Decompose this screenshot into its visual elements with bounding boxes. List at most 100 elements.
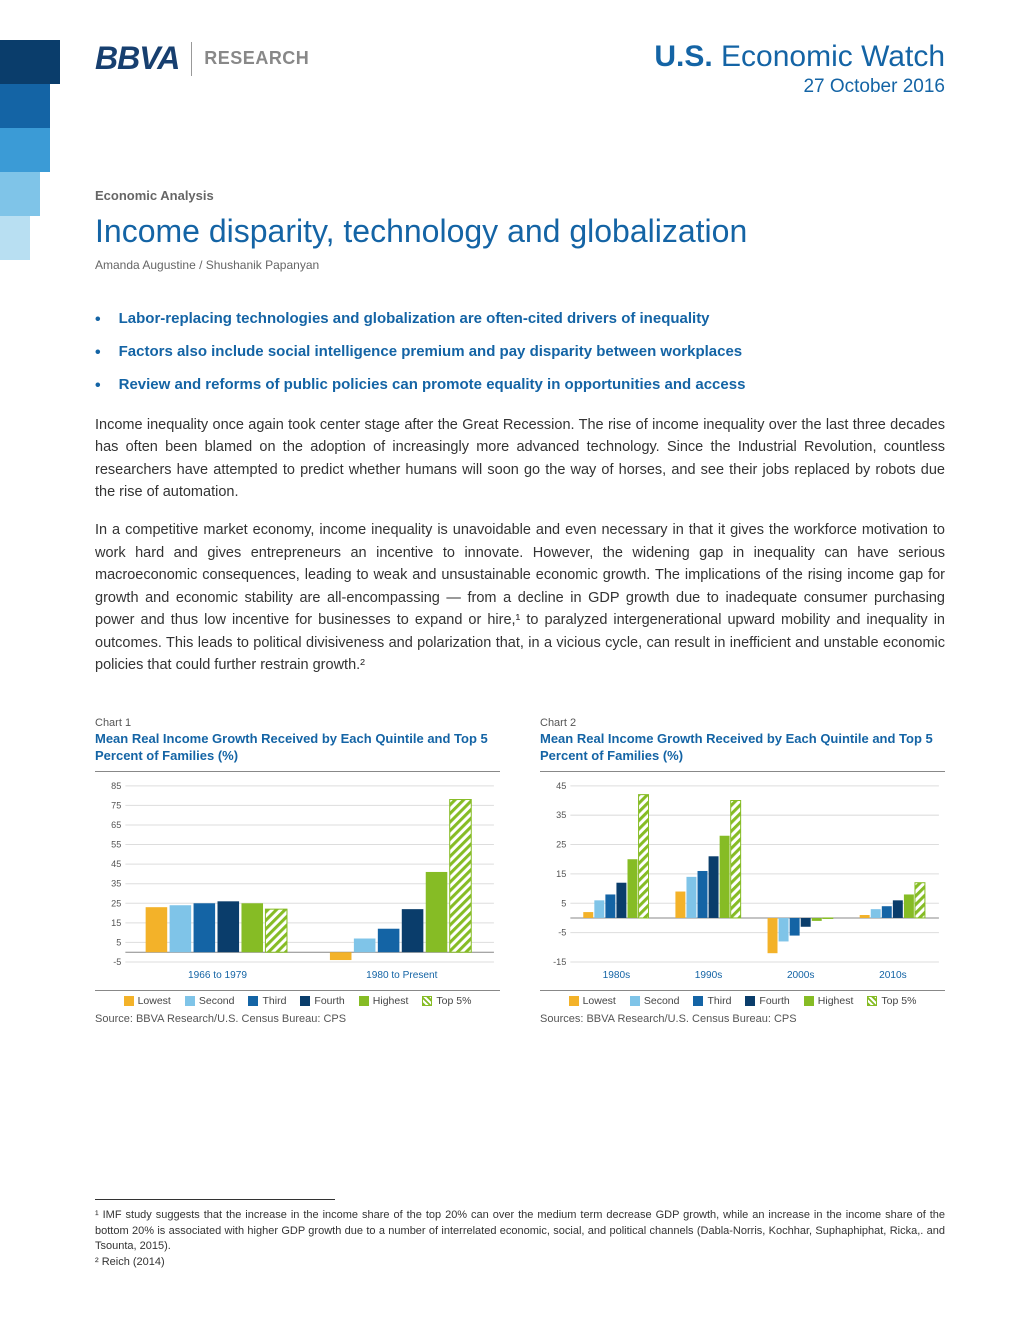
legend-item: Top 5% xyxy=(422,995,471,1007)
legend-swatch xyxy=(867,996,877,1006)
bullet-icon: • xyxy=(95,310,101,329)
page-title: Income disparity, technology and globali… xyxy=(95,213,945,250)
brand-logo: BBVA xyxy=(95,40,179,77)
brand-divider xyxy=(191,42,192,76)
svg-text:-5: -5 xyxy=(113,957,121,967)
svg-text:-5: -5 xyxy=(558,927,566,937)
svg-text:65: 65 xyxy=(111,820,121,830)
legend-swatch xyxy=(300,996,310,1006)
footnotes: ¹ IMF study suggests that the increase i… xyxy=(95,1199,945,1270)
chart-label: Chart 2 xyxy=(540,717,945,729)
authors: Amanda Augustine / Shushanik Papanyan xyxy=(95,258,945,272)
brand-subtext: RESEARCH xyxy=(204,48,309,69)
legend-item: Second xyxy=(185,995,235,1007)
brand-block: BBVA RESEARCH xyxy=(95,40,309,77)
bullet-text: Review and reforms of public policies ca… xyxy=(119,376,746,395)
svg-text:85: 85 xyxy=(111,780,121,790)
chart-title: Mean Real Income Growth Received by Each… xyxy=(540,731,945,765)
legend-item: Highest xyxy=(804,995,854,1007)
svg-text:2000s: 2000s xyxy=(787,970,815,981)
chart-source: Source: BBVA Research/U.S. Census Bureau… xyxy=(95,1013,500,1025)
legend-label: Second xyxy=(644,995,680,1007)
legend-label: Highest xyxy=(818,995,854,1007)
footnote-text: ² Reich (2014) xyxy=(95,1255,945,1270)
legend-item: Third xyxy=(693,995,731,1007)
chart-title: Mean Real Income Growth Received by Each… xyxy=(95,731,500,765)
brand-strip-block xyxy=(0,40,60,84)
brand-strip-block xyxy=(0,172,40,216)
legend-item: Third xyxy=(248,995,286,1007)
section-label: Economic Analysis xyxy=(95,188,945,203)
publication-date: 27 October 2016 xyxy=(654,76,945,98)
bullet-row: •Labor-replacing technologies and global… xyxy=(95,310,945,329)
page-header: BBVA RESEARCH U.S. Economic Watch 27 Oct… xyxy=(95,40,945,98)
chart-legend: Lowest Second Third Fourth Highest Top 5% xyxy=(95,990,500,1007)
bullet-text: Factors also include social intelligence… xyxy=(119,343,743,362)
charts-row: Chart 1 Mean Real Income Growth Received… xyxy=(95,717,945,1025)
brand-strip-block xyxy=(0,216,30,260)
legend-swatch xyxy=(569,996,579,1006)
svg-text:1980s: 1980s xyxy=(603,970,631,981)
legend-item: Top 5% xyxy=(867,995,916,1007)
body-paragraph: In a competitive market economy, income … xyxy=(95,519,945,676)
legend-label: Second xyxy=(199,995,235,1007)
bullet-row: • Review and reforms of public policies c… xyxy=(95,376,945,395)
legend-swatch xyxy=(693,996,703,1006)
svg-text:25: 25 xyxy=(111,898,121,908)
body-paragraph: Income inequality once again took center… xyxy=(95,414,945,504)
chart-legend: Lowest Second Third Fourth Highest Top 5% xyxy=(540,990,945,1007)
bullet-row: •Factors also include social intelligenc… xyxy=(95,343,945,362)
svg-text:1980 to Present: 1980 to Present xyxy=(366,970,438,981)
legend-swatch xyxy=(185,996,195,1006)
svg-text:5: 5 xyxy=(116,937,121,947)
chart-source: Sources: BBVA Research/U.S. Census Burea… xyxy=(540,1013,945,1025)
brand-strip-block xyxy=(0,128,50,172)
chart-svg: -15-55152535451980s1990s2000s2010s xyxy=(540,776,945,986)
bullet-list: •Labor-replacing technologies and global… xyxy=(95,310,945,396)
body-copy: Income inequality once again took center… xyxy=(95,414,945,677)
legend-label: Fourth xyxy=(759,995,789,1007)
legend-item: Lowest xyxy=(124,995,171,1007)
legend-item: Fourth xyxy=(745,995,789,1007)
chart-label: Chart 1 xyxy=(95,717,500,729)
chart-1: Chart 1 Mean Real Income Growth Received… xyxy=(95,717,500,1025)
svg-text:1990s: 1990s xyxy=(695,970,723,981)
chart-2: Chart 2 Mean Real Income Growth Received… xyxy=(540,717,945,1025)
legend-swatch xyxy=(124,996,134,1006)
legend-swatch xyxy=(422,996,432,1006)
svg-text:15: 15 xyxy=(556,868,566,878)
svg-text:-15: -15 xyxy=(553,957,566,967)
bullet-icon: • xyxy=(95,376,101,395)
legend-label: Lowest xyxy=(138,995,171,1007)
legend-label: Third xyxy=(707,995,731,1007)
svg-text:35: 35 xyxy=(556,810,566,820)
legend-swatch xyxy=(804,996,814,1006)
chart-svg: -5515253545556575851966 to 19791980 to P… xyxy=(95,776,500,986)
publication-title: U.S. Economic Watch xyxy=(654,40,945,74)
svg-text:45: 45 xyxy=(111,859,121,869)
legend-item: Lowest xyxy=(569,995,616,1007)
legend-label: Fourth xyxy=(314,995,344,1007)
legend-label: Top 5% xyxy=(436,995,471,1007)
svg-text:75: 75 xyxy=(111,800,121,810)
brand-strip-block xyxy=(0,84,50,128)
legend-label: Top 5% xyxy=(881,995,916,1007)
svg-text:5: 5 xyxy=(561,898,566,908)
publication-title-block: U.S. Economic Watch 27 October 2016 xyxy=(654,40,945,98)
legend-item: Second xyxy=(630,995,680,1007)
svg-text:35: 35 xyxy=(111,878,121,888)
footnote-rule xyxy=(95,1199,335,1200)
legend-label: Third xyxy=(262,995,286,1007)
svg-text:25: 25 xyxy=(556,839,566,849)
legend-item: Highest xyxy=(359,995,409,1007)
svg-text:45: 45 xyxy=(556,780,566,790)
footnote-text: ¹ IMF study suggests that the increase i… xyxy=(95,1208,945,1254)
legend-label: Lowest xyxy=(583,995,616,1007)
chart-plot: -5515253545556575851966 to 19791980 to P… xyxy=(95,771,500,1007)
legend-label: Highest xyxy=(373,995,409,1007)
legend-swatch xyxy=(248,996,258,1006)
chart-plot: -15-55152535451980s1990s2000s2010s Lowes… xyxy=(540,771,945,1007)
legend-swatch xyxy=(745,996,755,1006)
svg-text:1966 to 1979: 1966 to 1979 xyxy=(188,970,247,981)
legend-item: Fourth xyxy=(300,995,344,1007)
